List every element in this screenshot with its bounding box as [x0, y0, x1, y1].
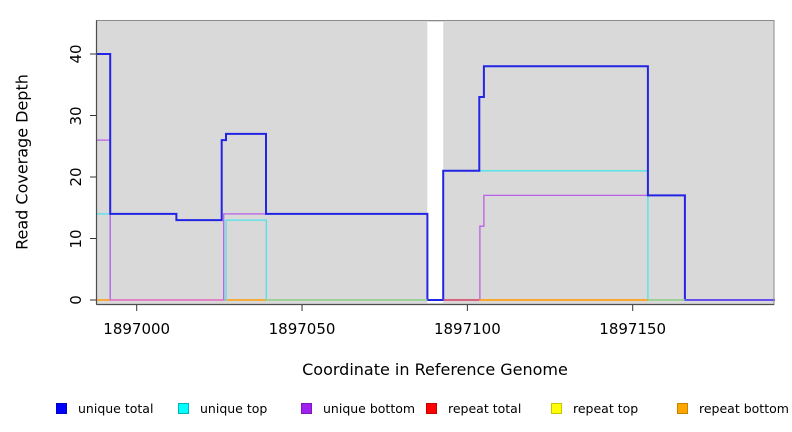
legend-item-repeat-bottom: repeat bottom	[677, 400, 789, 416]
legend-item-repeat-total: repeat total	[426, 400, 521, 416]
legend-label-repeat-total: repeat total	[448, 400, 522, 416]
legend-swatch-unique-total	[56, 402, 67, 414]
legend-label-repeat-top: repeat top	[573, 400, 639, 416]
y-tick-label-1: 10	[67, 228, 85, 249]
x-axis-title: Coordinate in Reference Genome	[302, 360, 568, 379]
x-tick-label-1: 1897050	[268, 320, 336, 338]
legend-swatch-unique-top	[178, 402, 189, 414]
series-line-unique-total	[97, 53, 775, 301]
legend-label-repeat-bottom: repeat bottom	[699, 400, 789, 416]
x-tick-label-2: 1897100	[433, 320, 501, 338]
legend-item-repeat-top: repeat top	[551, 400, 638, 416]
legend-swatch-repeat-total	[426, 402, 437, 414]
y-tick-label-4: 40	[67, 44, 85, 64]
legend-swatch-repeat-top	[551, 402, 562, 414]
y-tick-label-2: 20	[67, 167, 85, 187]
legend-swatch-repeat-bottom	[677, 402, 688, 414]
legend-item-unique-top: unique top	[178, 400, 267, 416]
y-tick-label-3: 30	[67, 105, 85, 126]
legend-item-unique-bottom: unique bottom	[301, 400, 415, 416]
legend-label-unique-bottom: unique bottom	[323, 400, 416, 416]
coverage-gap-band	[427, 22, 444, 303]
y-tick-label-0: 0	[67, 295, 85, 305]
x-tick-label-0: 1897000	[103, 320, 171, 338]
legend-label-unique-total: unique total	[78, 400, 154, 416]
legend-item-unique-total: unique total	[56, 400, 153, 416]
y-axis-title: Read Coverage Depth	[12, 74, 32, 250]
legend-label-unique-top: unique top	[200, 400, 268, 416]
legend-swatch-unique-bottom	[301, 402, 312, 414]
x-tick-label-3: 1897150	[599, 320, 667, 338]
